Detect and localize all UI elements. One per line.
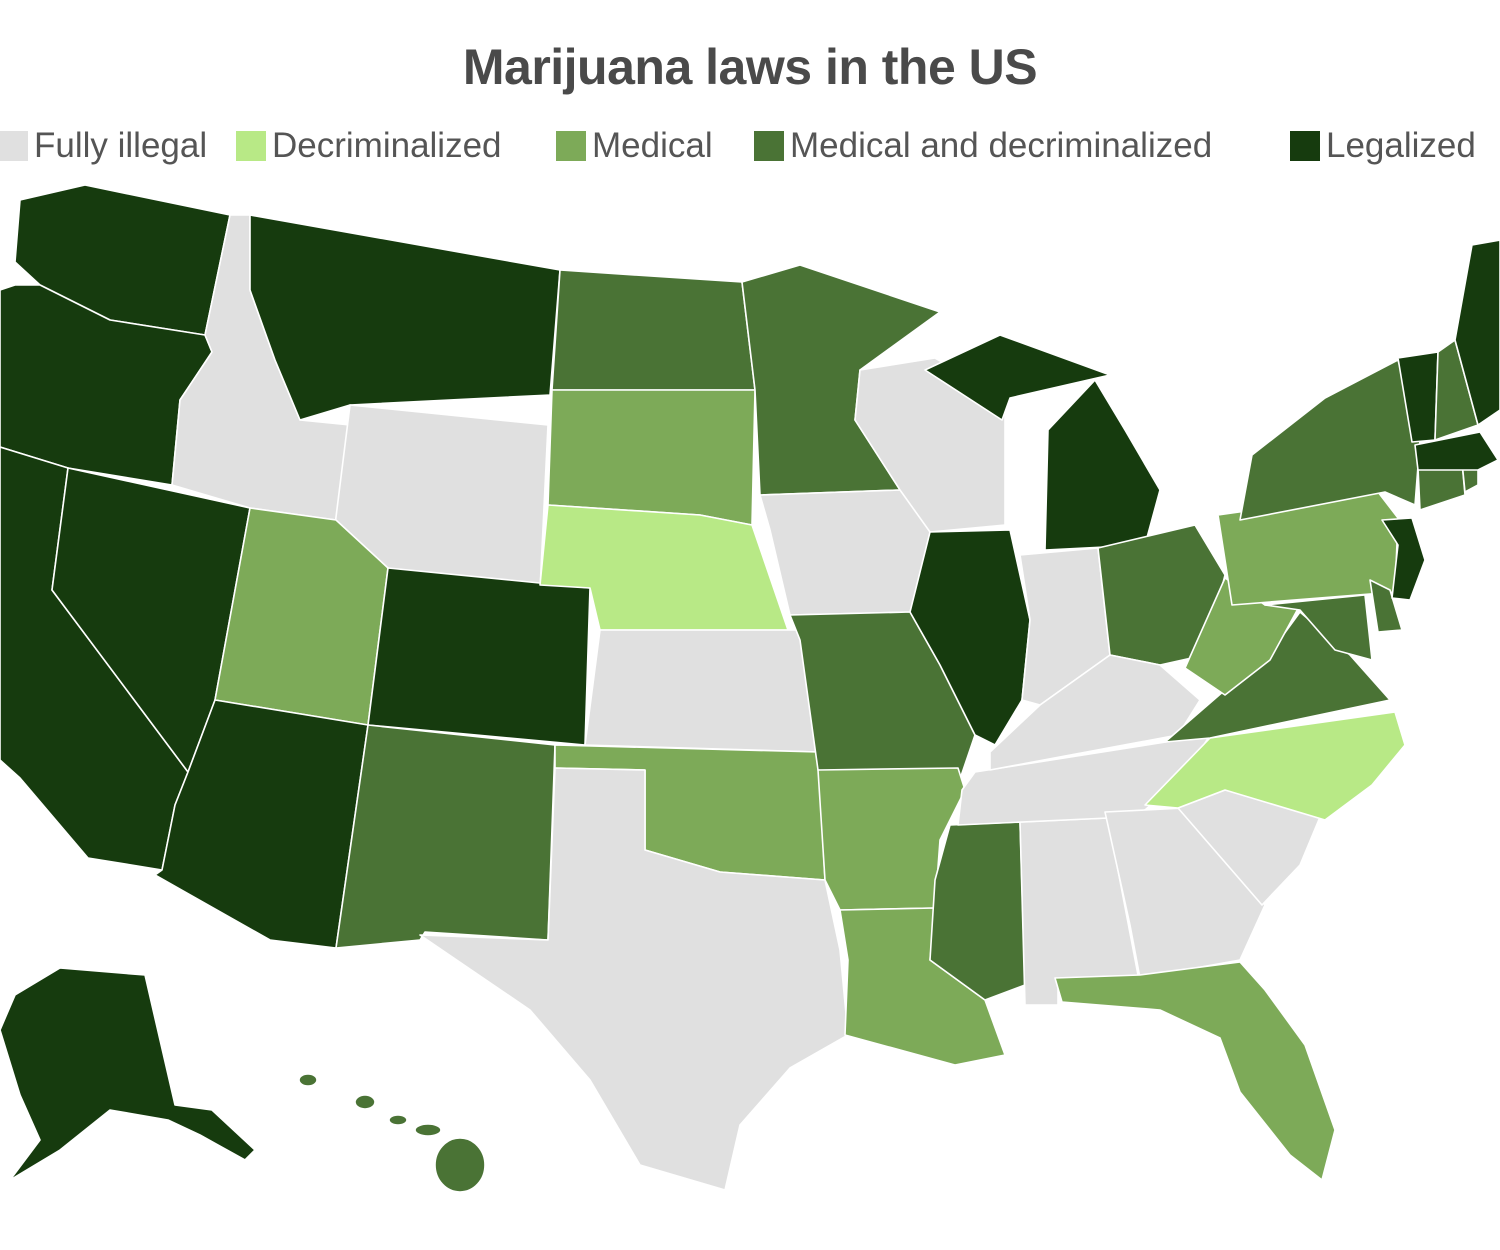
legend-item-fully-illegal: Fully illegal	[0, 124, 207, 168]
state-hawaii	[298, 1073, 486, 1193]
state-kansas	[584, 629, 819, 753]
state-south-dakota	[547, 389, 756, 526]
state-massachusetts	[1414, 431, 1499, 471]
legend-swatch-decriminalized	[236, 131, 266, 161]
legend-label-medical-and-decriminalized: Medical and decriminalized	[790, 126, 1213, 165]
legend: Fully illegal Decriminalized Medical Med…	[0, 124, 1500, 168]
legend-swatch-legalized	[1290, 131, 1320, 161]
state-florida	[1054, 961, 1336, 1181]
state-delaware	[1369, 579, 1403, 633]
legend-item-decriminalized: Decriminalized	[236, 124, 502, 168]
state-maine	[1454, 239, 1500, 426]
legend-swatch-medical	[556, 131, 586, 161]
state-montana	[249, 214, 561, 421]
legend-label-legalized: Legalized	[1326, 126, 1476, 165]
state-alaska	[0, 967, 256, 1181]
legend-item-medical: Medical	[556, 124, 713, 168]
state-illinois	[909, 529, 1031, 746]
legend-item-medical-and-decriminalized: Medical and decriminalized	[754, 124, 1212, 168]
legend-label-fully-illegal: Fully illegal	[34, 126, 208, 165]
legend-label-decriminalized: Decriminalized	[272, 126, 502, 165]
state-new-mexico	[335, 724, 556, 949]
state-colorado	[367, 567, 591, 746]
state-kentucky	[989, 654, 1201, 771]
legend-label-medical: Medical	[592, 126, 713, 165]
legend-swatch-fully-illegal	[0, 131, 28, 161]
state-michigan	[924, 334, 1161, 551]
state-north-dakota	[551, 269, 756, 391]
legend-swatch-medical-and-decriminalized	[754, 131, 784, 161]
state-north-carolina	[1144, 711, 1406, 821]
map-title: Marijuana laws in the US	[462, 39, 1038, 95]
state-maryland	[1264, 594, 1373, 661]
state-texas	[419, 767, 849, 1191]
state-new-york	[1239, 359, 1421, 521]
legend-item-legalized: Legalized	[1290, 124, 1476, 168]
state-new-jersey	[1381, 517, 1426, 601]
